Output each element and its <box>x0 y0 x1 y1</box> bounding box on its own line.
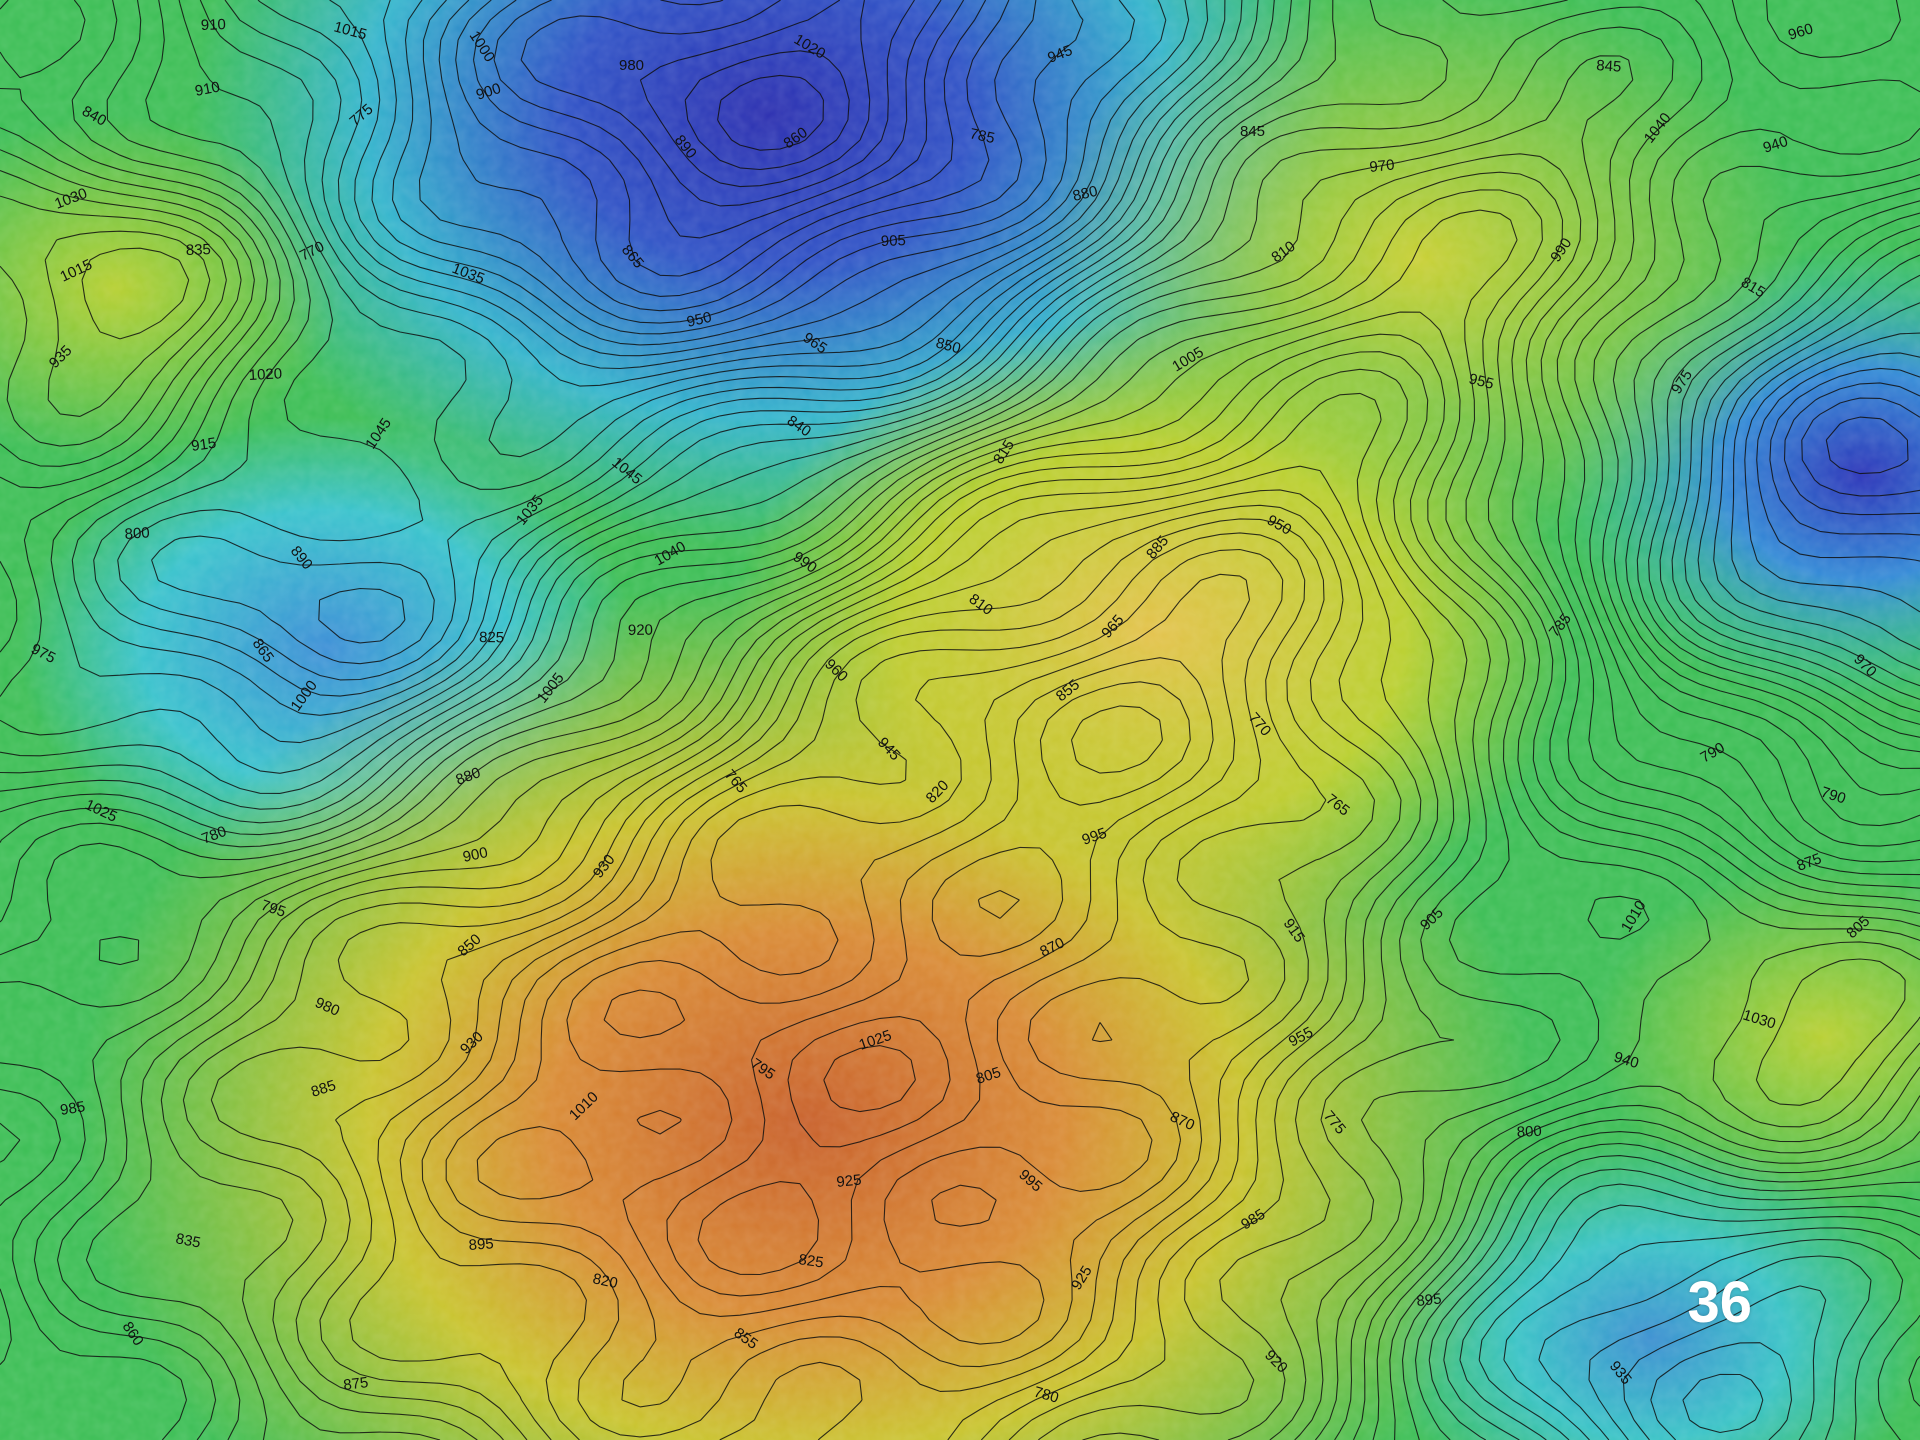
contour-line <box>697 681 1191 1276</box>
contour-line <box>85 351 1561 1440</box>
contour-line <box>319 489 1422 1440</box>
contour-elevation-label: 910 <box>201 16 227 34</box>
contour-line <box>0 209 1920 1440</box>
contour-line <box>71 0 1920 1440</box>
contour-elevation-label: 915 <box>190 435 217 455</box>
contour-elevation-label: 880 <box>1071 183 1099 205</box>
contour-elevation-label: 940 <box>1612 1049 1641 1073</box>
contour-line <box>493 0 1909 475</box>
contour-line <box>684 50 850 171</box>
contour-line <box>445 548 1284 1408</box>
contour-line <box>93 0 1920 1440</box>
contour-elevation-label: 895 <box>468 1235 494 1254</box>
contour-line <box>199 0 1920 1434</box>
contour-line <box>418 0 1920 562</box>
contour-elevation-label: 895 <box>1416 1290 1443 1310</box>
contour-line <box>151 0 1920 1440</box>
contour-line <box>0 153 1920 1440</box>
contour-line <box>0 171 1920 1440</box>
contour-elevation-label: 825 <box>797 1251 824 1271</box>
contour-elevation-label: 885 <box>309 1077 338 1101</box>
contour-elevation-label: 925 <box>836 1171 863 1191</box>
contour-elevation-label: 910 <box>194 78 222 99</box>
contour-line <box>56 333 1906 1440</box>
contour-elevation-label: 845 <box>1596 57 1622 76</box>
contour-line <box>257 0 1920 687</box>
contour-line <box>0 6 1920 1440</box>
contour-elevation-label: 905 <box>881 232 907 250</box>
contour-elevation-label: 950 <box>685 309 713 331</box>
contour-line <box>160 368 1471 1440</box>
contour-elevation-label: 985 <box>59 1098 86 1119</box>
contour-line <box>391 0 1920 613</box>
contour-elevation-label: 875 <box>342 1374 369 1394</box>
contour-elevation-label: 900 <box>461 844 489 866</box>
contour-elevation-label: 835 <box>174 1230 202 1251</box>
contour-line <box>476 573 1251 1345</box>
contour-elevation-label: 850 <box>934 334 963 357</box>
contour-line <box>224 0 1920 700</box>
contour-line <box>823 705 1163 1113</box>
contour-elevation-label: 900 <box>474 80 503 104</box>
contour-elevation-label: 970 <box>1369 156 1396 176</box>
contour-elevation-label: 800 <box>1516 1123 1542 1141</box>
contour-line <box>329 0 1920 671</box>
contour-elevation-label: 800 <box>124 524 150 543</box>
contour-line <box>603 657 1214 1297</box>
contour-elevation-label: 940 <box>1761 133 1790 157</box>
contour-line <box>472 0 1920 497</box>
contour-elevation-label: 820 <box>591 1270 619 1292</box>
contour-elevation-label: 835 <box>186 241 212 259</box>
contour-elevation-label: 955 <box>1467 370 1495 393</box>
contour-line <box>520 0 915 207</box>
contour-line <box>349 504 1402 1440</box>
contour-elevation-label: 790 <box>1819 784 1848 808</box>
contour-elevation-label: 780 <box>1032 1384 1061 1407</box>
contour-elevation-label: 980 <box>619 57 644 74</box>
contour-line <box>717 74 824 151</box>
contour-line <box>399 518 1376 1440</box>
contour-elevation-label: 920 <box>628 622 653 639</box>
contour-line <box>455 0 1920 516</box>
contour-line <box>0 26 1920 1440</box>
page-number: 36 <box>1687 1270 1752 1335</box>
contour-line <box>639 0 871 188</box>
contour-elevation-label: 785 <box>968 125 996 147</box>
contour-line <box>0 189 1920 1440</box>
contour-line <box>33 311 1920 1440</box>
contour-line <box>210 465 1439 1440</box>
contour-line <box>0 55 1920 1440</box>
contour-line <box>371 0 1920 651</box>
contour-elevation-label: 805 <box>974 1064 1003 1088</box>
contour-line <box>421 532 1327 1438</box>
contour-elevation-label: 825 <box>479 629 504 646</box>
contour-elevation-label: 960 <box>1786 20 1815 44</box>
contour-line <box>182 392 1455 1440</box>
contour-line <box>438 0 1920 536</box>
contour-elevation-label: 845 <box>1240 123 1265 140</box>
contour-elevation-label: 1020 <box>248 365 282 384</box>
contour-line <box>117 0 1920 1440</box>
